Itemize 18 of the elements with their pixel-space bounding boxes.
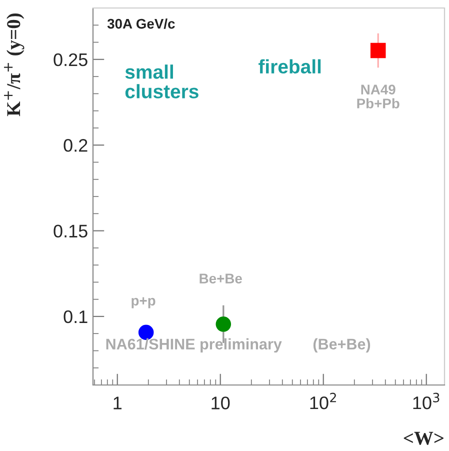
- x-tick-label: 1: [114, 396, 122, 410]
- y-tick-label: 0.1: [64, 310, 88, 324]
- x-tick-label: 10: [212, 396, 230, 410]
- y-tick-label: 0.2: [64, 139, 88, 152]
- annotation: NA61/SHINE preliminary: [106, 338, 282, 353]
- y-tick-label: 0.25: [54, 53, 88, 66]
- series-label: p+p: [132, 297, 156, 308]
- annotation: (Be+Be): [313, 338, 370, 353]
- x-axis-title: <W>: [404, 432, 444, 445]
- y-tick-label: 0.15: [54, 224, 88, 238]
- x-tick-label: 10$^{3}$: [413, 392, 440, 410]
- annotation: small clusters: [125, 64, 198, 98]
- text: NA49 Pb+Pb: [357, 84, 400, 108]
- text: Be+Be: [200, 274, 242, 284]
- x-tick-label: 10$^{2}$: [310, 392, 336, 410]
- y-axis-title: K$^{+}$/π$^{+}$ (y=0): [4, 14, 24, 116]
- annotation: 30A GeV/c: [107, 18, 175, 29]
- annotation: fireball: [258, 59, 321, 74]
